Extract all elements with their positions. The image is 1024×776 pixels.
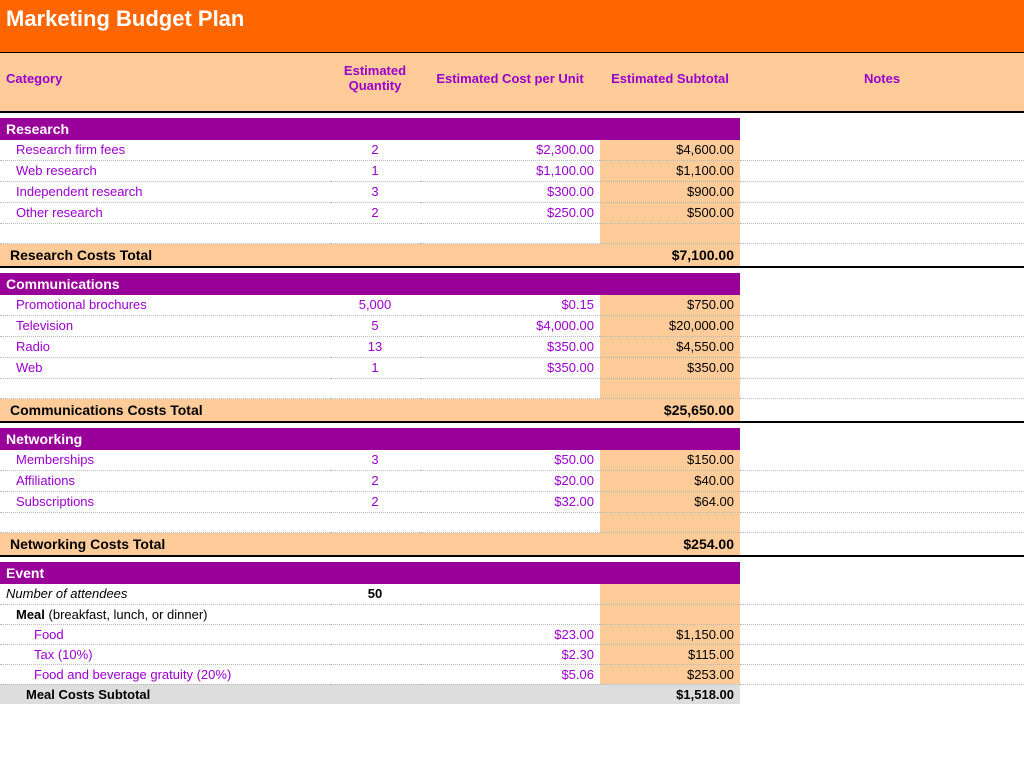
table-row: Radio 13 $350.00 $4,550.00 <box>0 337 1024 358</box>
budget-table: Marketing Budget Plan Category Estimated… <box>0 0 1024 704</box>
table-row: Television 5 $4,000.00 $20,000.00 <box>0 316 1024 337</box>
table-row: Independent research 3 $300.00 $900.00 <box>0 182 1024 203</box>
item-cost[interactable]: $2,300.00 <box>420 140 600 161</box>
table-row: Affiliations 2 $20.00 $40.00 <box>0 471 1024 492</box>
section-label: Research <box>0 118 740 140</box>
meal-sub-label: Meal Costs Subtotal <box>0 684 600 704</box>
communications-total: Communications Costs Total $25,650.00 <box>0 399 1024 423</box>
header-notes: Notes <box>740 53 1024 113</box>
table-row: Web research 1 $1,100.00 $1,100.00 <box>0 161 1024 182</box>
section-networking: Networking <box>0 428 1024 450</box>
table-row: Promotional brochures 5,000 $0.15 $750.0… <box>0 295 1024 316</box>
table-row: Other research 2 $250.00 $500.00 <box>0 203 1024 224</box>
table-row: Web 1 $350.00 $350.00 <box>0 358 1024 379</box>
page-title: Marketing Budget Plan <box>0 0 1024 53</box>
meal-sub-value: $1,518.00 <box>600 684 740 704</box>
section-event: Event <box>0 562 1024 584</box>
column-headers: Category Estimated Quantity Estimated Co… <box>0 53 1024 113</box>
meal-header-row: Meal (breakfast, lunch, or dinner) <box>0 604 1024 624</box>
item-subtotal: $4,600.00 <box>600 140 740 161</box>
blank-row <box>0 513 1024 533</box>
header-quantity: Estimated Quantity <box>330 53 420 113</box>
table-row: Tax (10%) $2.30 $115.00 <box>0 644 1024 664</box>
title-row: Marketing Budget Plan <box>0 0 1024 53</box>
item-category[interactable]: Research firm fees <box>0 140 330 161</box>
header-cost: Estimated Cost per Unit <box>420 53 600 113</box>
attendees-row: Number of attendees 50 <box>0 584 1024 604</box>
table-row: Food and beverage gratuity (20%) $5.06 $… <box>0 664 1024 684</box>
table-row: Memberships 3 $50.00 $150.00 <box>0 450 1024 471</box>
total-label: Research Costs Total <box>0 244 600 268</box>
research-total: Research Costs Total $7,100.00 <box>0 244 1024 268</box>
header-category: Category <box>0 53 330 113</box>
table-row: Research firm fees 2 $2,300.00 $4,600.00 <box>0 140 1024 161</box>
blank-row <box>0 224 1024 244</box>
networking-total: Networking Costs Total $254.00 <box>0 533 1024 557</box>
meal-subtotal: Meal Costs Subtotal $1,518.00 <box>0 684 1024 704</box>
section-communications: Communications <box>0 273 1024 295</box>
item-notes[interactable] <box>740 140 1024 161</box>
total-value: $7,100.00 <box>600 244 740 268</box>
table-row: Subscriptions 2 $32.00 $64.00 <box>0 492 1024 513</box>
attendees-label: Number of attendees <box>0 584 330 604</box>
table-row: Food $23.00 $1,150.00 <box>0 624 1024 644</box>
attendees-value[interactable]: 50 <box>330 584 420 604</box>
header-subtotal: Estimated Subtotal <box>600 53 740 113</box>
section-research: Research <box>0 118 1024 140</box>
item-qty[interactable]: 2 <box>330 140 420 161</box>
blank-row <box>0 379 1024 399</box>
meal-label: Meal (breakfast, lunch, or dinner) <box>0 604 330 624</box>
